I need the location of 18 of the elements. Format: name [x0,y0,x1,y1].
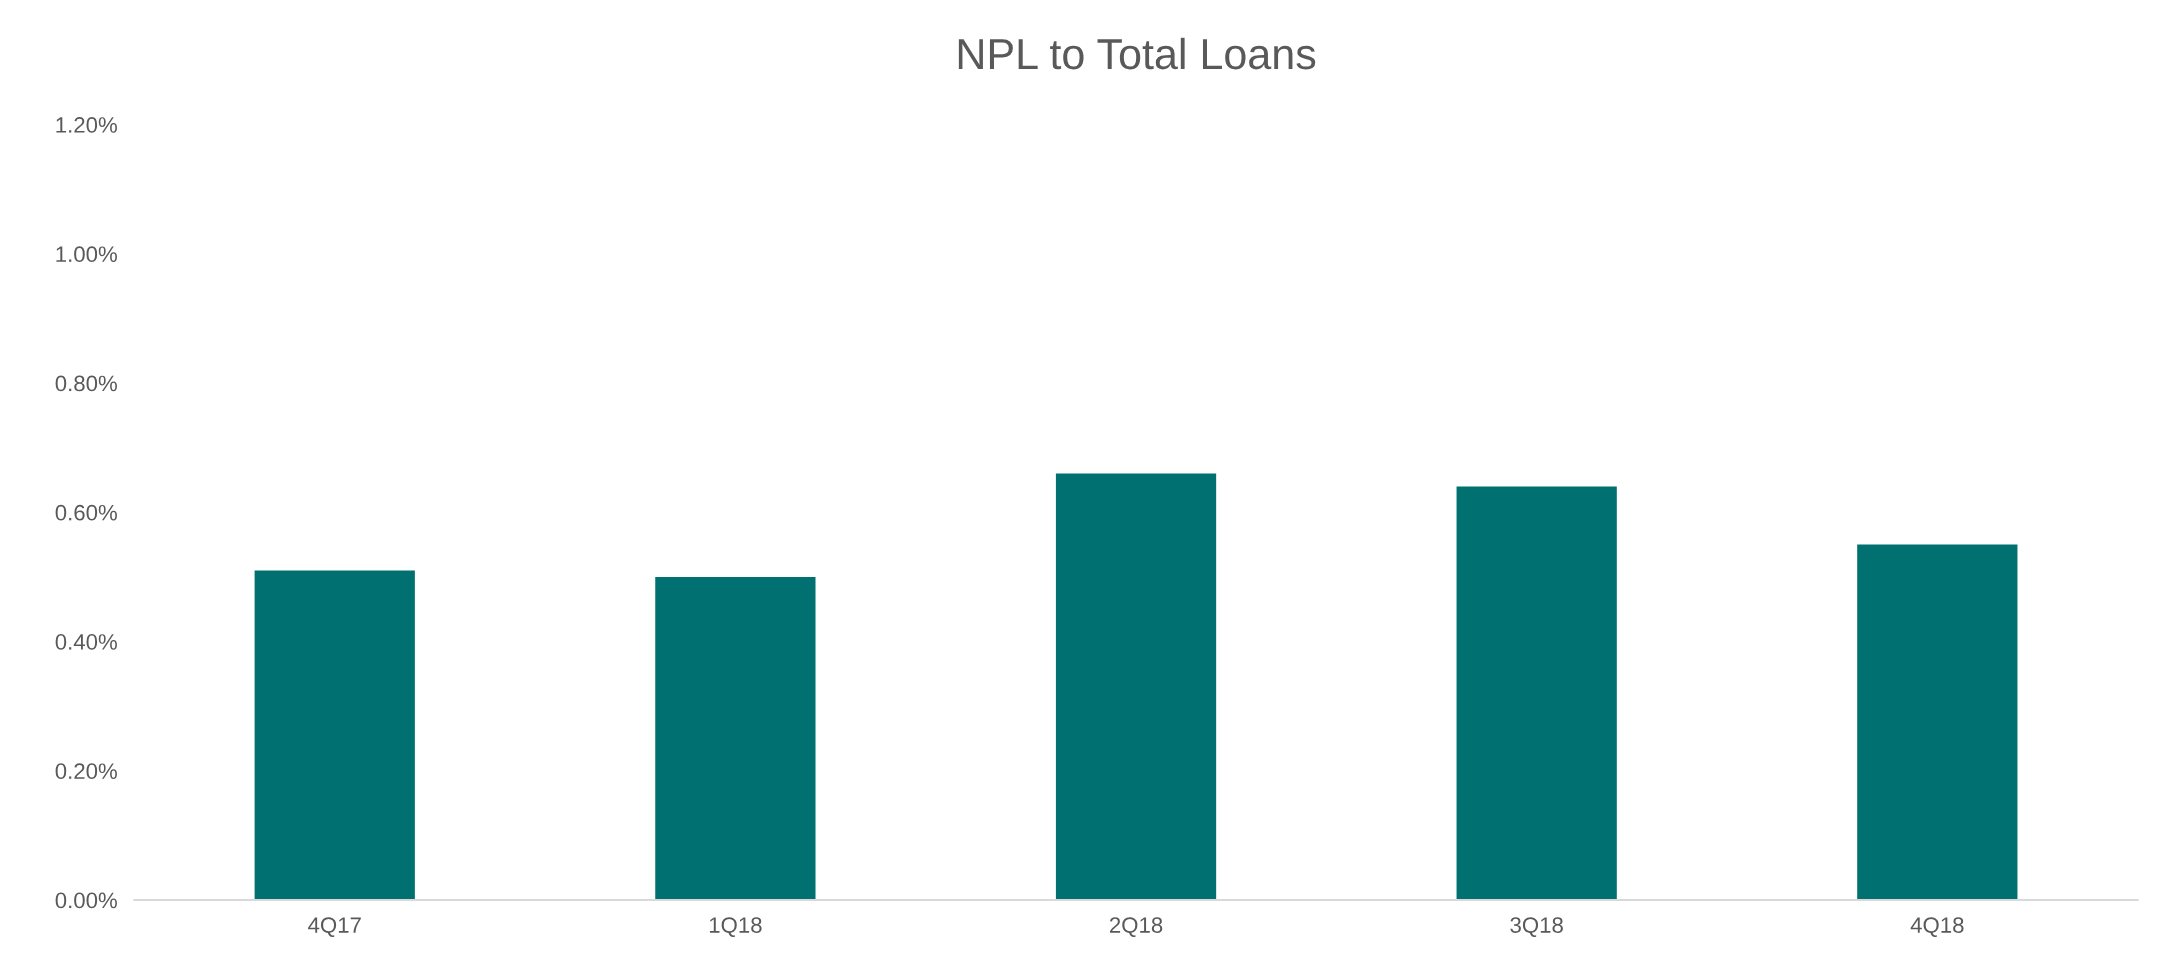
bar [1456,486,1617,900]
x-tick-label: 4Q17 [308,917,361,937]
y-tick-label: 0.20% [55,763,117,780]
x-tick-label: 4Q18 [1910,917,1964,937]
bar [254,570,415,900]
bar [1857,544,2018,900]
x-tick-label: 2Q18 [1109,917,1163,937]
bar [1055,473,1217,900]
bar [655,576,816,900]
y-tick-label: 0.60% [55,504,117,521]
y-tick-label: 1.00% [56,246,117,263]
chart-title: NPL to Total Loans [958,37,1316,70]
y-tick-label: 1.20% [56,117,117,133]
y-tick-label: 0.80% [55,375,117,392]
y-tick-label: 0.00% [55,892,117,909]
y-tick-label: 0.40% [55,634,117,650]
x-tick-label: 3Q18 [1510,917,1563,937]
x-tick-label: 1Q18 [709,917,762,937]
